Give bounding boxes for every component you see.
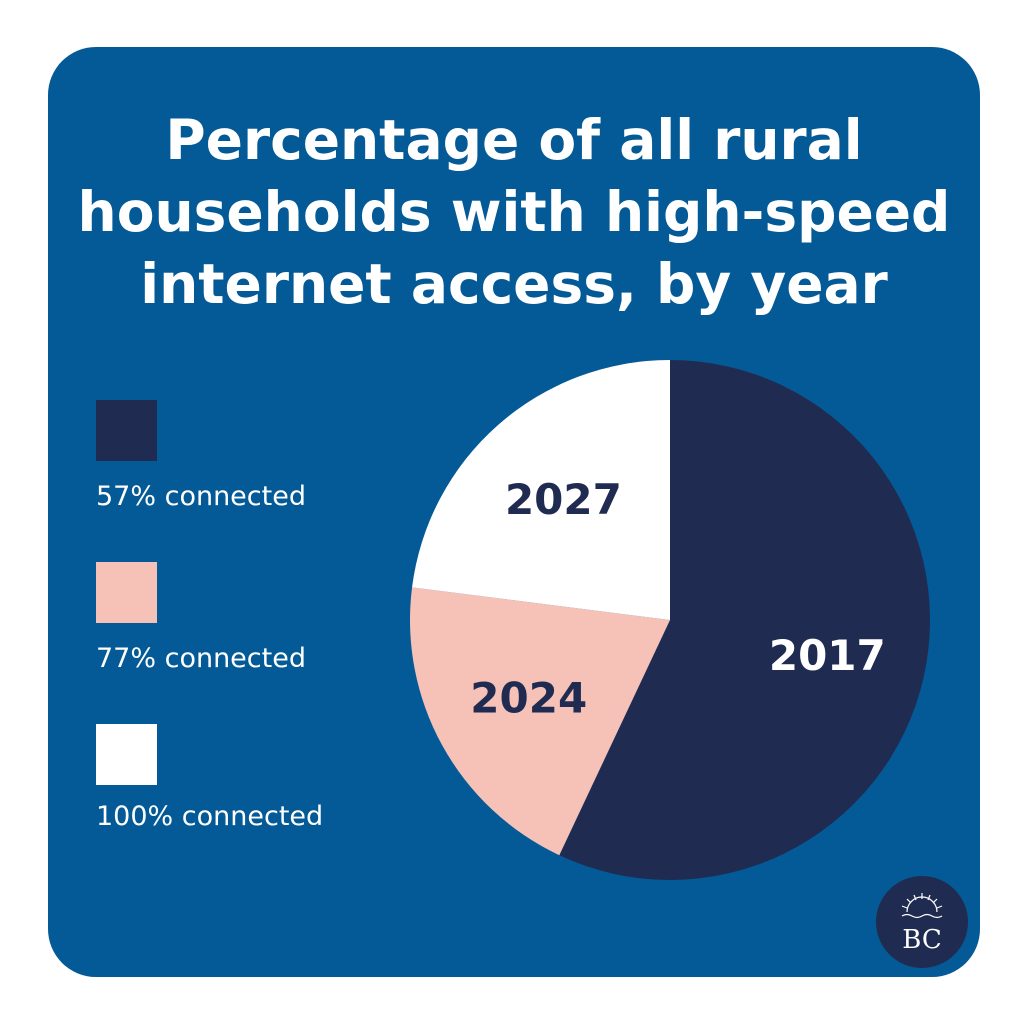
pie-label-2027: 2027 — [505, 475, 622, 524]
bc-logo: BC — [876, 876, 968, 968]
logo-text: BC — [902, 925, 941, 955]
legend-swatch-2017 — [96, 400, 157, 461]
pie-slice-2024 — [410, 587, 670, 856]
legend-label-2027: 100% connected — [96, 801, 324, 832]
legend-swatch-2024 — [96, 562, 157, 623]
legend-label-2017: 57% connected — [96, 481, 306, 512]
pie-chart: 2017 2024 2027 — [410, 360, 931, 880]
pie-label-2017: 2017 — [769, 631, 886, 680]
pie-slice-2017 — [559, 360, 931, 880]
pie-label-2024: 2024 — [470, 674, 587, 723]
legend-label-2024: 77% connected — [96, 643, 306, 674]
sun-over-water-icon — [901, 893, 943, 919]
pie-slice-2027 — [412, 360, 670, 620]
legend-swatch-2027 — [96, 724, 157, 785]
chart-title: Percentage of all rural households with … — [77, 108, 951, 316]
